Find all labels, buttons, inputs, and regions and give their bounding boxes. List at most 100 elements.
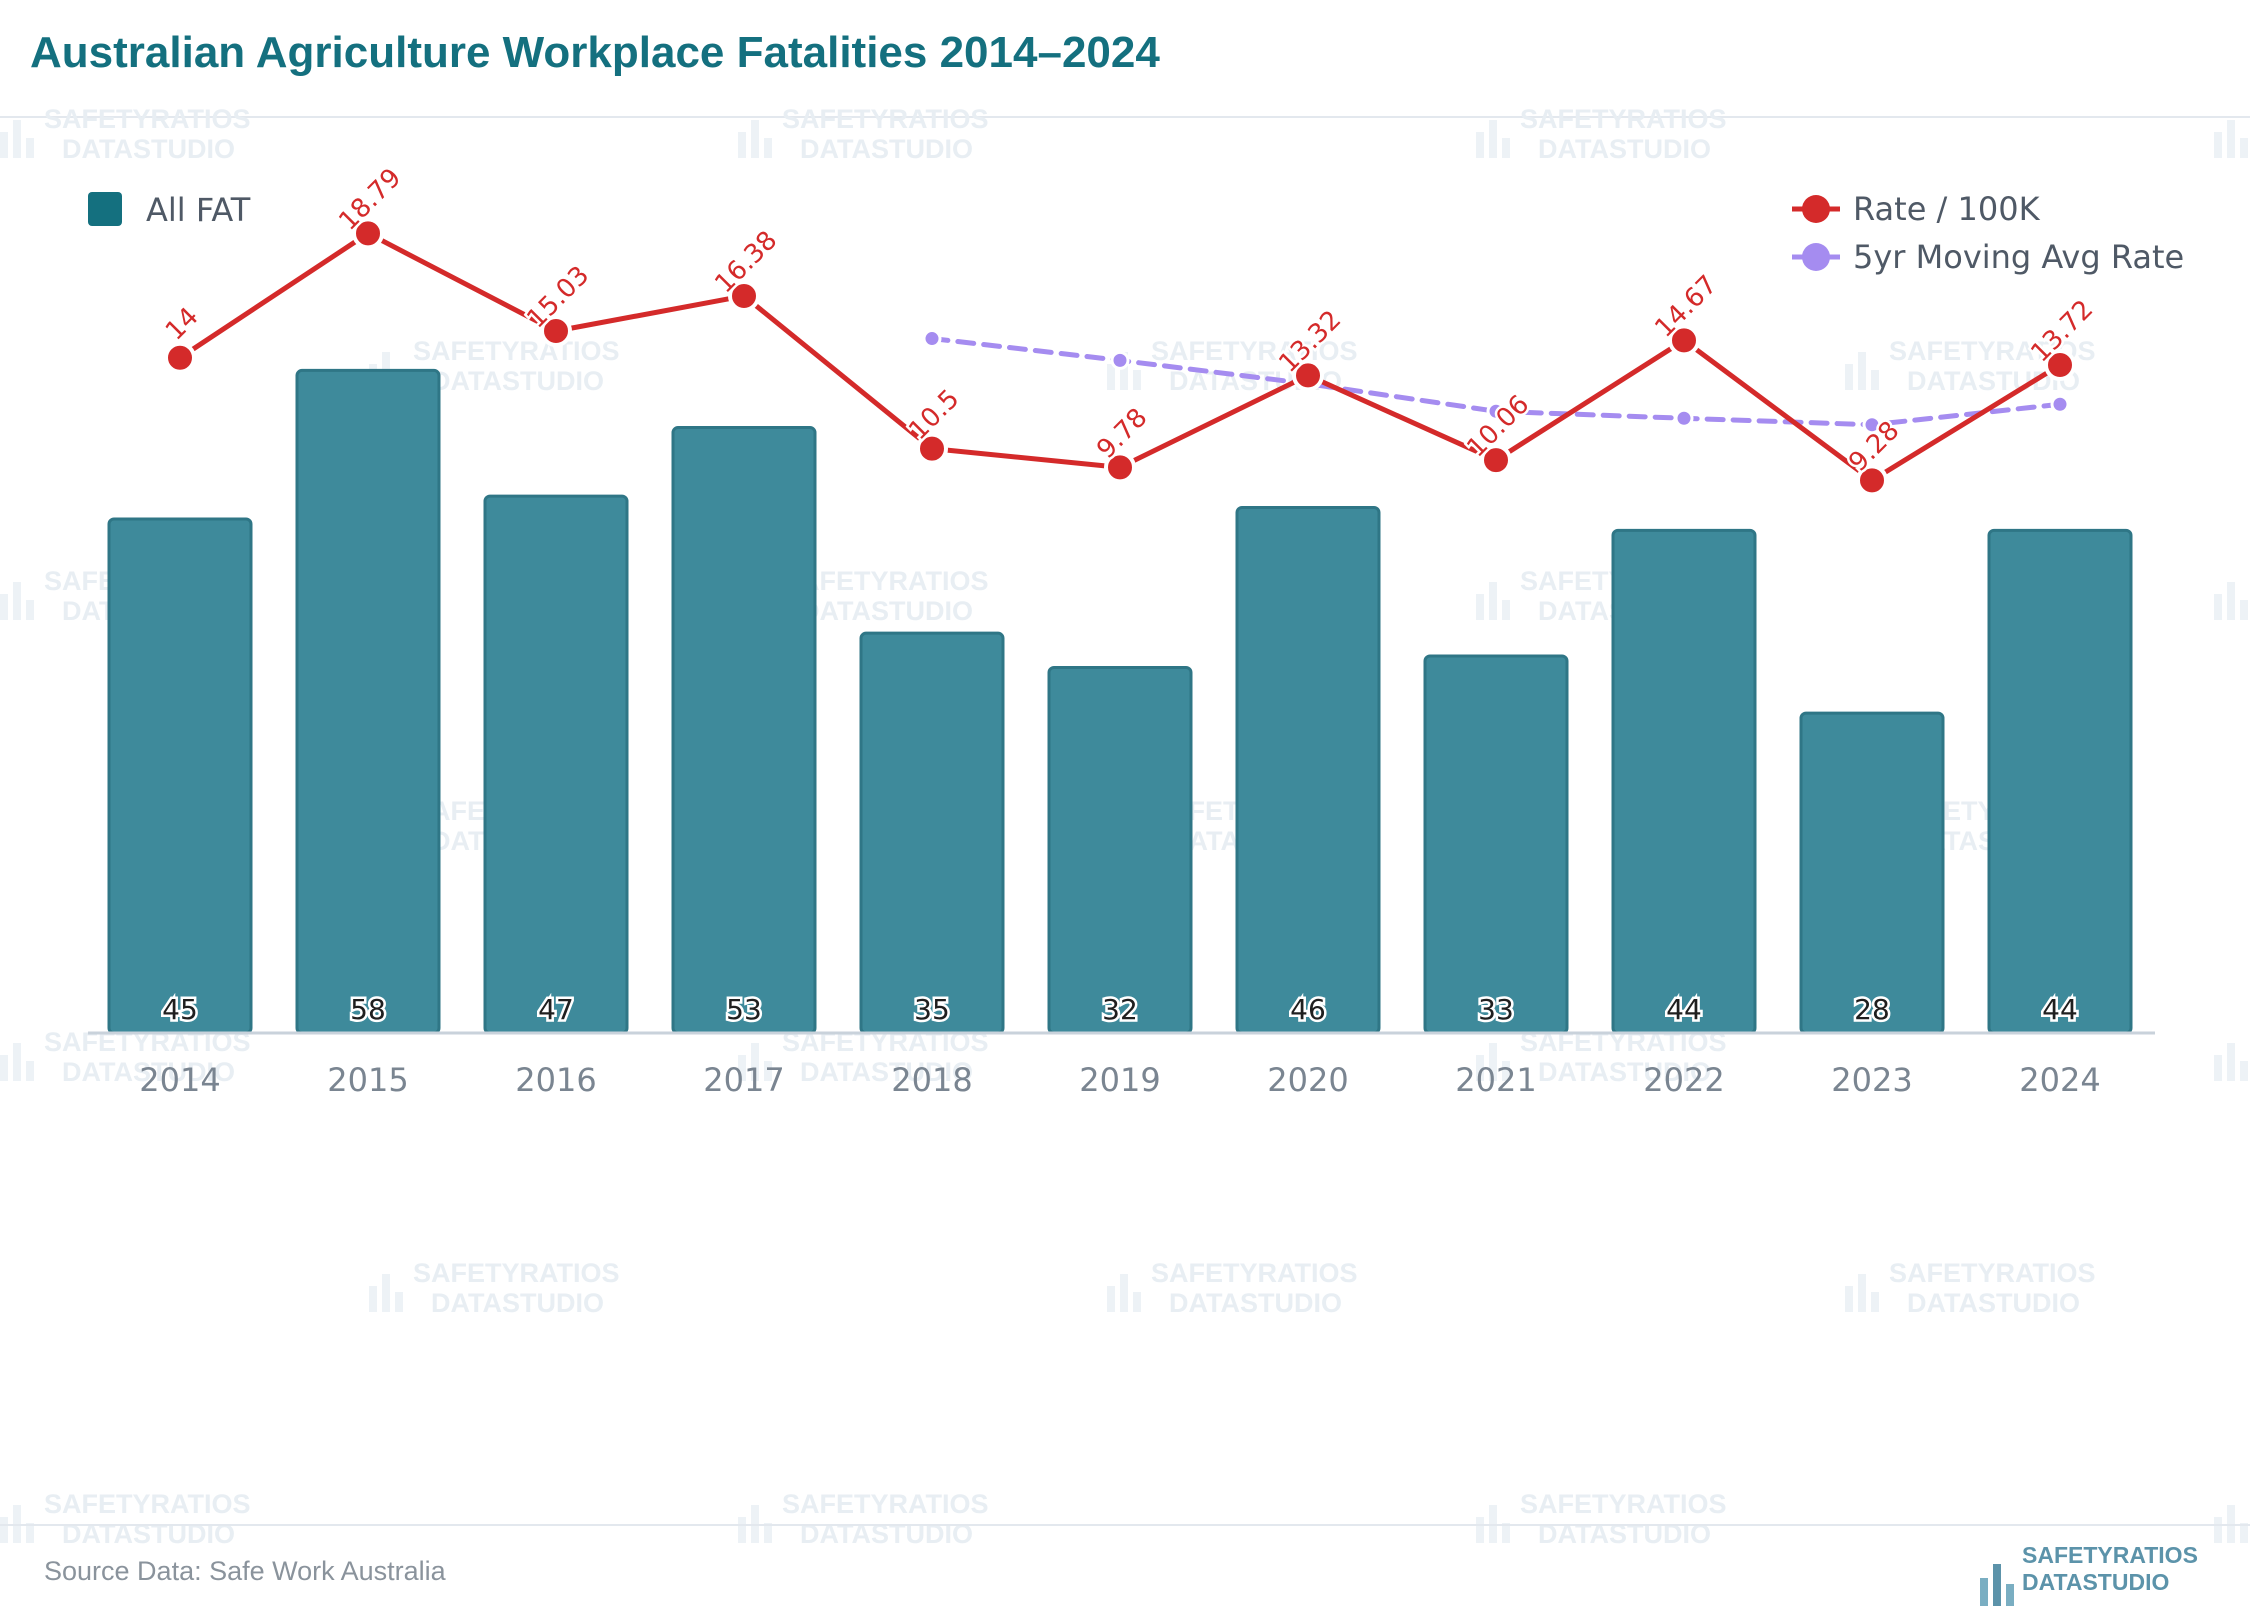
bar-2017 bbox=[671, 426, 817, 1035]
watermark-bar bbox=[26, 138, 34, 158]
watermark-text: SAFETYRATIOS bbox=[44, 104, 251, 134]
footer-divider bbox=[0, 1524, 2250, 1526]
rate-point-2019 bbox=[1104, 451, 1136, 484]
watermark-text: DATASTUDIO bbox=[431, 366, 604, 396]
watermark-text: DATASTUDIO bbox=[800, 134, 973, 164]
watermark-bar bbox=[764, 138, 772, 158]
watermark-text: SAFETYRATIOS bbox=[413, 336, 620, 366]
rate-point-2016 bbox=[540, 315, 572, 348]
bar-2019 bbox=[1047, 665, 1193, 1035]
moving-avg-point-2021 bbox=[1486, 401, 1506, 421]
rate-point-2017 bbox=[728, 279, 760, 312]
legend-label-all-fat: All FAT bbox=[146, 191, 251, 229]
watermark-bar bbox=[26, 1061, 34, 1081]
x-tick-2017: 2017 bbox=[703, 1061, 784, 1099]
watermark-bar bbox=[0, 132, 8, 158]
x-tick-2016: 2016 bbox=[515, 1061, 596, 1099]
watermark-bar bbox=[1489, 582, 1497, 620]
bar-label-2022: 44 bbox=[1666, 993, 1702, 1026]
watermark-text: SAFETYRATIOS bbox=[44, 1489, 251, 1519]
bar-label-2020: 46 bbox=[1290, 993, 1326, 1026]
bar-2023 bbox=[1799, 711, 1945, 1035]
moving-avg-point-2024 bbox=[2050, 394, 2070, 414]
watermark-bar bbox=[1502, 1061, 1510, 1081]
watermark-text: SAFETYRATIOS bbox=[1520, 1489, 1727, 1519]
bar-2015 bbox=[295, 368, 441, 1035]
legend-right[interactable]: Rate / 100K 5yr Moving Avg Rate bbox=[1792, 190, 2184, 276]
watermark-bar bbox=[1871, 1292, 1879, 1312]
x-tick-2022: 2022 bbox=[1643, 1061, 1724, 1099]
watermark-bar bbox=[2227, 582, 2235, 620]
rate-point-2015 bbox=[352, 217, 384, 250]
watermark-bar bbox=[738, 1517, 746, 1543]
watermark-text: DATASTUDIO bbox=[62, 1057, 235, 1087]
watermark-bar bbox=[1476, 594, 1484, 620]
watermark-bar bbox=[1871, 370, 1879, 390]
watermark-bar bbox=[738, 132, 746, 158]
bar-label-2021: 33 bbox=[1478, 993, 1514, 1026]
x-tick-2024: 2024 bbox=[2019, 1061, 2100, 1099]
legend-left[interactable]: All FAT bbox=[88, 191, 251, 229]
watermark-bar bbox=[2227, 120, 2235, 158]
watermark-bar bbox=[369, 1286, 377, 1312]
watermark-bar bbox=[2240, 138, 2248, 158]
bar-2014 bbox=[107, 517, 253, 1035]
legend-marker-moving-avg bbox=[1802, 243, 1830, 271]
watermark-bar bbox=[26, 600, 34, 620]
watermark-bar bbox=[2214, 594, 2222, 620]
watermark-bar bbox=[0, 1517, 8, 1543]
watermark-text: DATASTUDIO bbox=[1538, 1057, 1711, 1087]
watermark-text: SAFETYRATIOS bbox=[1889, 1258, 2096, 1288]
bar-2018 bbox=[859, 631, 1005, 1035]
bar-data-labels: 45 58 47 53 35 32 46 33 44 28 44 bbox=[160, 991, 2081, 1029]
header-divider bbox=[0, 116, 2250, 118]
watermark-bar bbox=[1133, 1292, 1141, 1312]
rate-point-2024 bbox=[2044, 349, 2076, 382]
watermark-bar bbox=[1502, 138, 1510, 158]
watermark-bar bbox=[1489, 1043, 1497, 1081]
source-note: Source Data: Safe Work Australia bbox=[44, 1556, 446, 1586]
watermark-bar bbox=[1476, 132, 1484, 158]
bar-series bbox=[107, 368, 2133, 1035]
bar-2020 bbox=[1235, 506, 1381, 1035]
moving-avg-point-2022 bbox=[1674, 408, 1694, 428]
rate-point-2020 bbox=[1292, 359, 1324, 392]
watermark-bar bbox=[13, 582, 21, 620]
watermark-bar bbox=[0, 594, 8, 620]
watermark-bar bbox=[1133, 370, 1141, 390]
x-tick-2014: 2014 bbox=[139, 1061, 220, 1099]
x-tick-2019: 2019 bbox=[1079, 1061, 1160, 1099]
watermark-bar bbox=[2240, 600, 2248, 620]
x-tick-2021: 2021 bbox=[1455, 1061, 1536, 1099]
watermark-bar bbox=[1845, 1286, 1853, 1312]
watermark-bar bbox=[1845, 364, 1853, 390]
rate-point-2022 bbox=[1668, 324, 1700, 357]
watermark-bar bbox=[2214, 1055, 2222, 1081]
watermark-bar bbox=[2227, 1043, 2235, 1081]
brand-name-line2: DATASTUDIO bbox=[2022, 1569, 2170, 1595]
watermark-bar bbox=[2240, 1061, 2248, 1081]
bar-label-2017: 53 bbox=[726, 993, 762, 1026]
brand-name: SAFETYRATIOS DATASTUDIO bbox=[2022, 1542, 2198, 1596]
watermark-bar bbox=[1502, 600, 1510, 620]
brand-bars-icon bbox=[1980, 1564, 2014, 1606]
x-axis-ticks: 2014 2015 2016 2017 2018 2019 2020 2021 2022 2023… bbox=[139, 1061, 2100, 1099]
chart-title: Australian Agriculture Workplace Fatalit… bbox=[30, 28, 1160, 77]
rate-point-2018 bbox=[916, 432, 948, 465]
x-tick-2015: 2015 bbox=[327, 1061, 408, 1099]
x-tick-2023: 2023 bbox=[1831, 1061, 1912, 1099]
watermark-bar bbox=[764, 1061, 772, 1081]
bar-2021 bbox=[1423, 654, 1569, 1035]
